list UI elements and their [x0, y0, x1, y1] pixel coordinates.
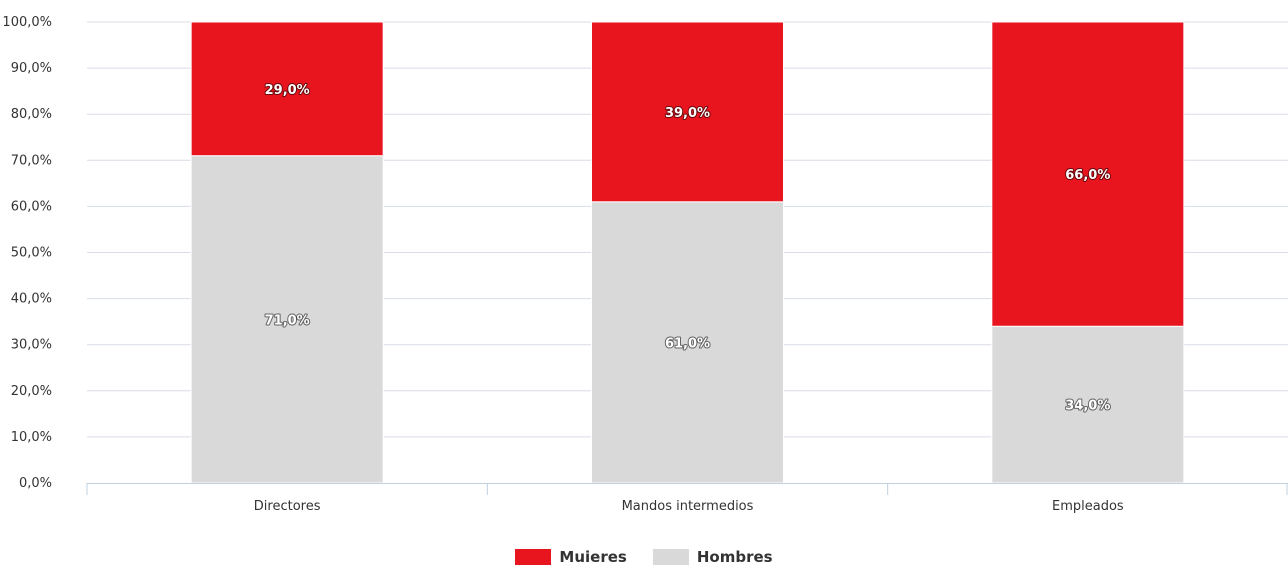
legend-swatch-mujeres	[515, 549, 552, 565]
legend-item-mujeres[interactable]: Muieres	[515, 548, 627, 566]
x-category-label: Mandos intermedios	[622, 499, 754, 514]
x-category-label: Directores	[254, 499, 321, 514]
stacked-bar-chart: 0,0% 10,0% 20,0% 30,0% 40,0% 50,0% 60,0% 70,0% 8…	[2, 15, 1288, 514]
y-tick-label: 70,0%	[11, 153, 52, 168]
y-tick-label: 20,0%	[11, 384, 52, 399]
bar-hombres-2[interactable]	[991, 325, 1185, 484]
y-tick-label: 80,0%	[11, 107, 52, 122]
bars	[190, 21, 1185, 484]
x-category-label: Empleados	[1052, 499, 1124, 514]
y-tick-label: 100,0%	[2, 15, 52, 30]
legend-swatch-hombres	[652, 549, 689, 565]
bar-mujeres-0[interactable]	[190, 21, 384, 157]
y-axis-tick-labels: 0,0% 10,0% 20,0% 30,0% 40,0% 50,0% 60,0% 70,0% 8…	[2, 15, 52, 491]
data-labels: 71,0% 29,0% 61,0% 39,0% 34,0% 66,0%	[264, 82, 1112, 415]
y-tick-label: 40,0%	[11, 292, 52, 307]
legend: Muieres Hombres	[0, 548, 1288, 566]
data-label: 61,0%	[665, 336, 710, 351]
data-label: 29,0%	[265, 83, 310, 98]
y-tick-label: 30,0%	[11, 338, 52, 353]
legend-label-hombres: Hombres	[696, 548, 773, 566]
data-label: 39,0%	[665, 106, 710, 121]
y-tick-label: 10,0%	[11, 430, 52, 445]
legend-label-mujeres: Muieres	[559, 548, 627, 566]
y-tick-label: 90,0%	[11, 61, 52, 76]
bar-mujeres-1[interactable]	[591, 21, 784, 203]
bar-mujeres-2[interactable]	[991, 21, 1185, 327]
y-tick-label: 0,0%	[19, 476, 52, 491]
y-tick-label: 60,0%	[11, 199, 52, 214]
x-axis: Directores Mandos intermedios Empleados	[86, 483, 1288, 514]
legend-item-hombres[interactable]: Hombres	[652, 548, 773, 566]
data-label: 34,0%	[1065, 399, 1110, 414]
data-label: 71,0%	[265, 313, 310, 328]
data-label: 66,0%	[1065, 168, 1110, 183]
y-tick-label: 50,0%	[11, 246, 52, 261]
